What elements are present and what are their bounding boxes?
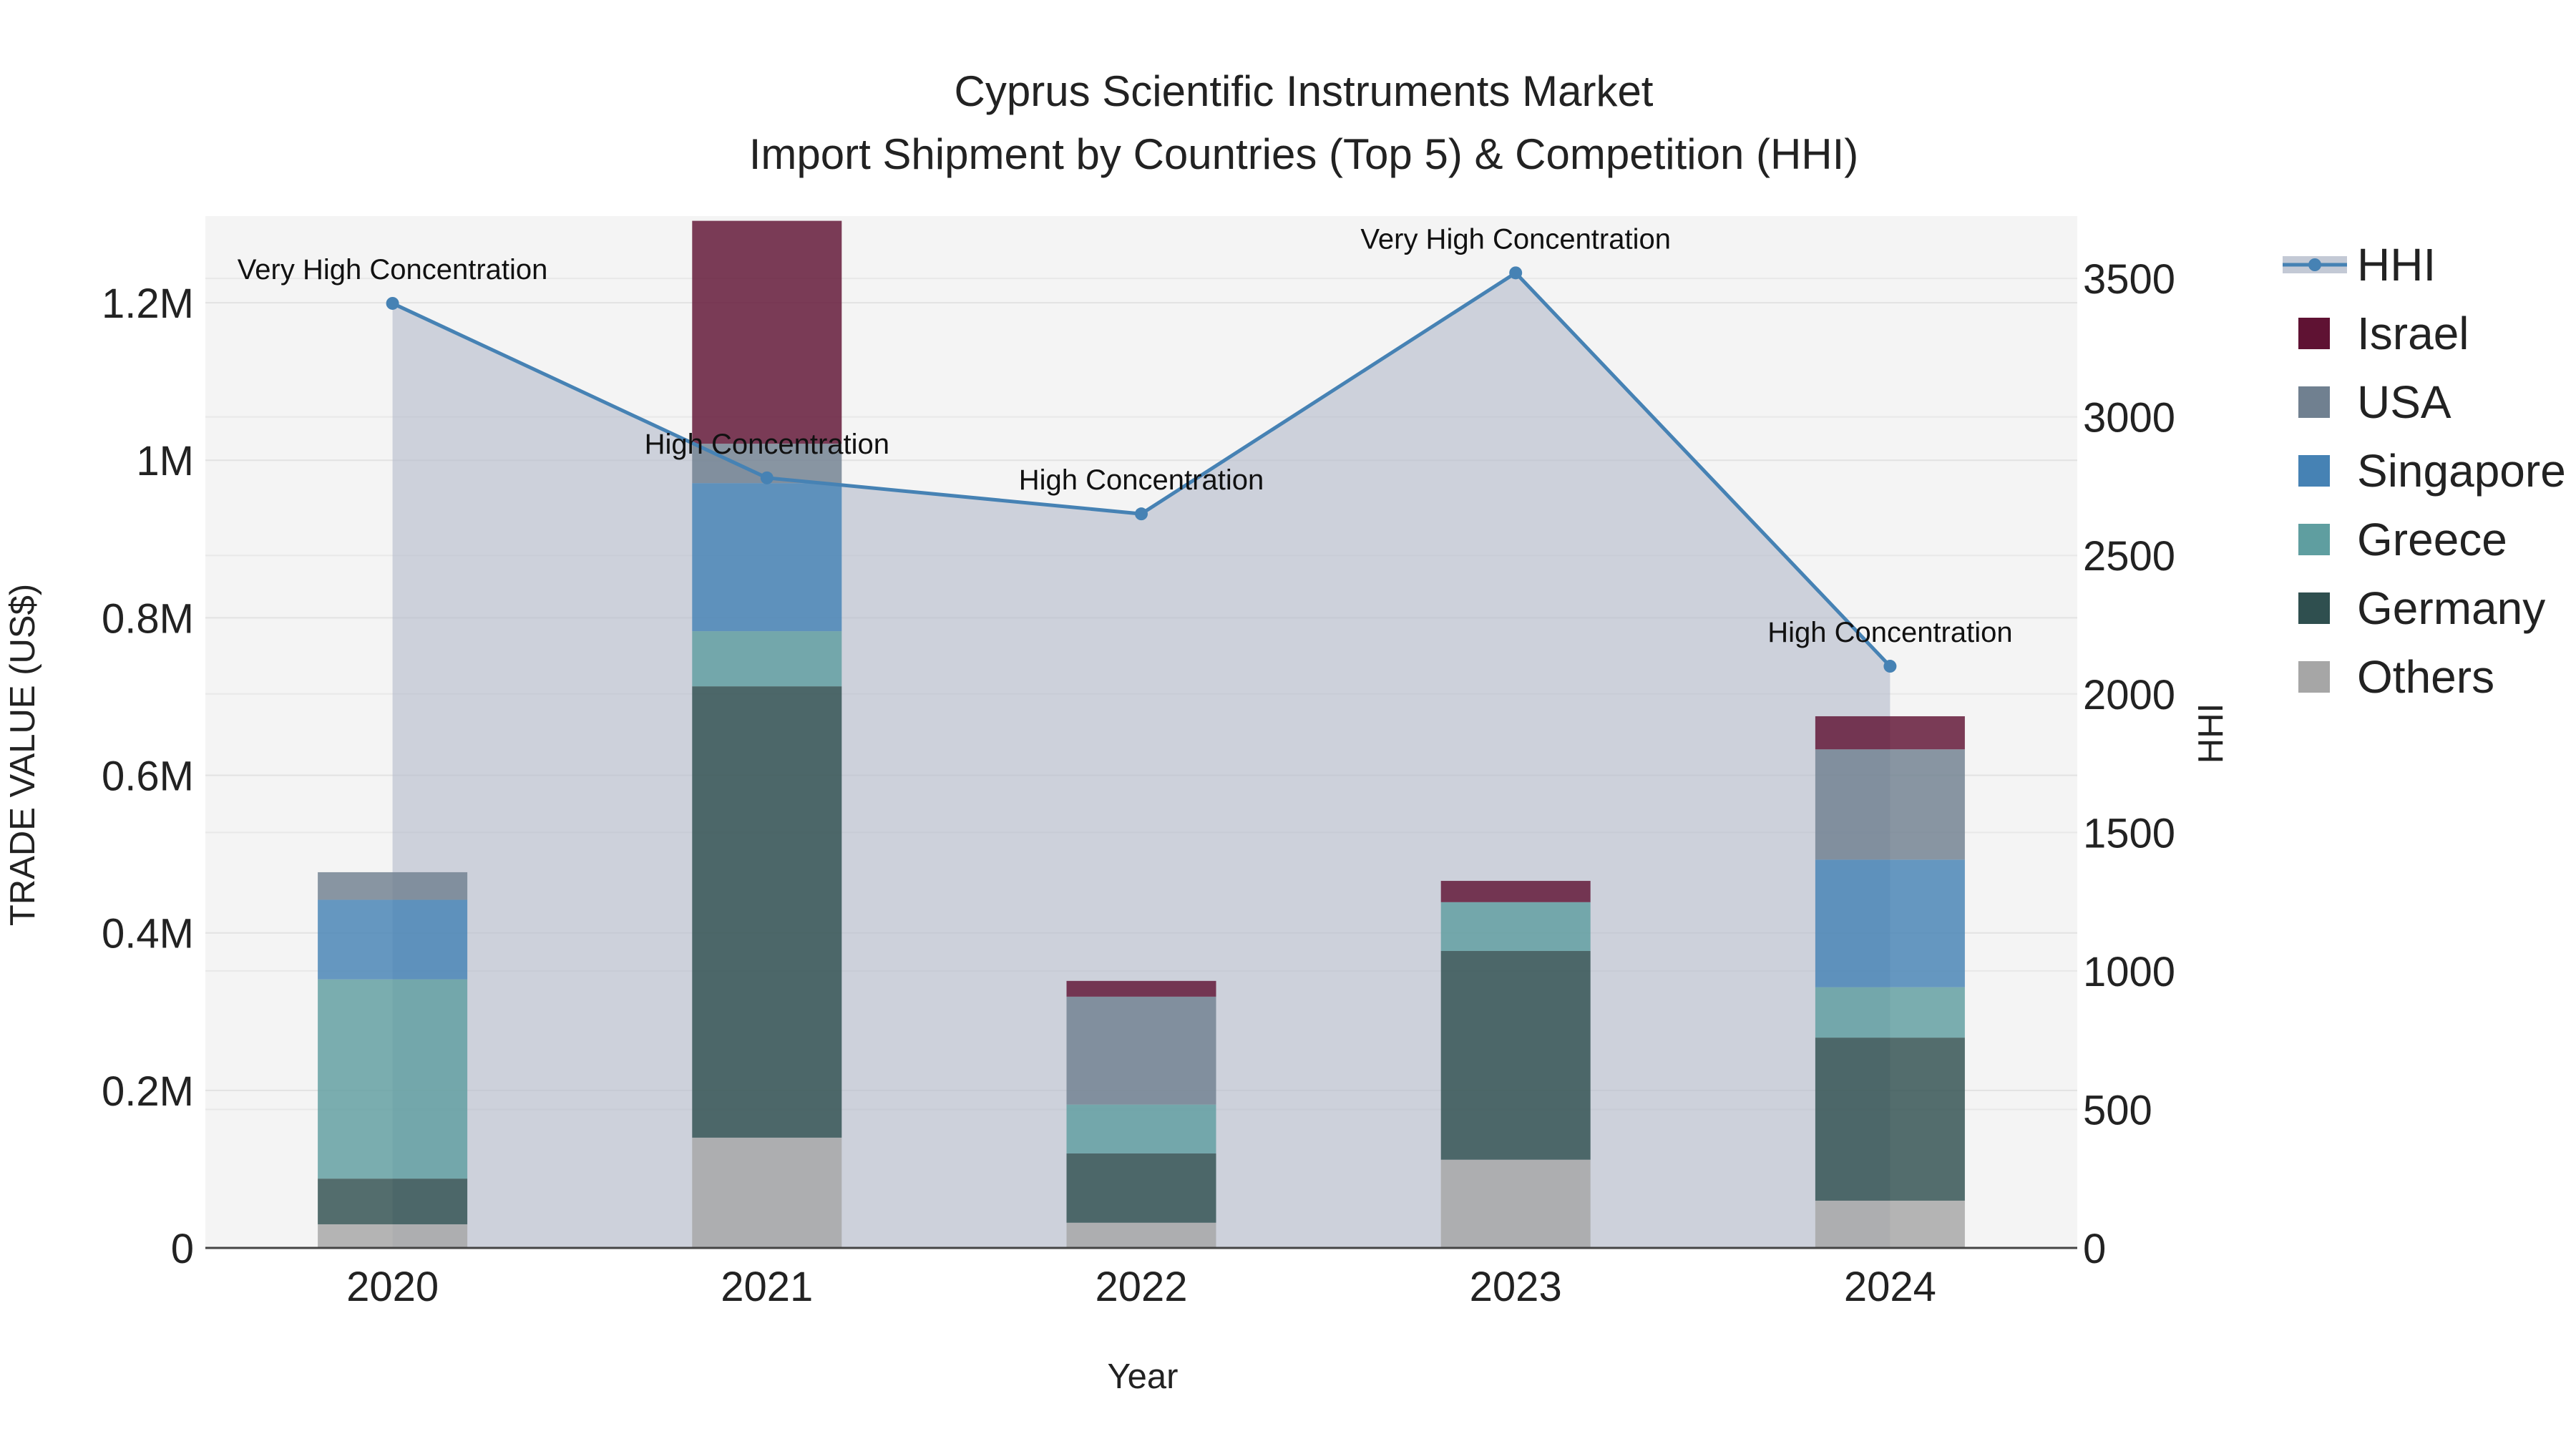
bars xyxy=(318,220,1965,1248)
hhi-point-2023 xyxy=(1509,266,1523,280)
bar-greece-2021 xyxy=(692,631,842,687)
legend: HHI Israel USA Singapore Greece Germany Others xyxy=(2283,239,2566,703)
y2-tick-label: 3000 xyxy=(2083,395,2175,441)
bar-germany-2021 xyxy=(692,686,842,1138)
legend-item-greece[interactable]: Greece xyxy=(2298,514,2507,565)
bar-usa-2022 xyxy=(1066,996,1216,1105)
hhi-annotation-2024: High Concentration xyxy=(1767,617,2012,648)
x-tick-label: 2020 xyxy=(346,1264,439,1310)
legend-swatch-greece xyxy=(2298,524,2330,555)
hhi-point-2020 xyxy=(386,296,399,310)
y2-tick-label: 500 xyxy=(2083,1087,2152,1133)
bar-usa-2020 xyxy=(318,872,468,900)
y-tick-label: 0 xyxy=(171,1226,194,1272)
y-tick-label: 0.8M xyxy=(102,595,194,642)
y-axis-label: TRADE VALUE (US$) xyxy=(4,584,42,926)
chart-subtitle: Import Shipment by Countries (Top 5) & C… xyxy=(749,130,1859,178)
bar-greece-2023 xyxy=(1440,902,1591,952)
y-tick-label: 1.2M xyxy=(102,280,194,327)
legend-item-israel[interactable]: Israel xyxy=(2298,308,2469,359)
legend-label-hhi: HHI xyxy=(2357,239,2436,291)
legend-swatch-germany xyxy=(2298,592,2330,624)
y2-tick-label: 0 xyxy=(2083,1226,2106,1272)
legend-swatch-others xyxy=(2298,661,2330,693)
y-tick-label: 0.6M xyxy=(102,753,194,800)
hhi-point-2021 xyxy=(760,471,774,484)
bar-germany-2022 xyxy=(1066,1153,1216,1223)
y-tick-label: 0.2M xyxy=(102,1068,194,1115)
legend-swatch-hhi-marker xyxy=(2308,258,2321,271)
legend-item-singapore[interactable]: Singapore xyxy=(2298,445,2566,497)
x-tick-label: 2021 xyxy=(721,1264,813,1310)
bar-greece-2020 xyxy=(318,979,468,1179)
hhi-annotation-2023: Very High Concentration xyxy=(1360,223,1671,255)
y2-tick-label: 2000 xyxy=(2083,672,2175,718)
bar-others-2021 xyxy=(692,1137,842,1248)
bar-israel-2022 xyxy=(1066,980,1216,997)
legend-label-israel: Israel xyxy=(2357,308,2469,359)
legend-label-germany: Germany xyxy=(2357,582,2545,634)
legend-item-hhi[interactable]: HHI xyxy=(2283,239,2436,291)
x-tick-label: 2022 xyxy=(1095,1264,1187,1310)
x-tick-label: 2023 xyxy=(1470,1264,1562,1310)
hhi-annotation-2020: Very High Concentration xyxy=(238,254,548,286)
y2-tick-label: 1000 xyxy=(2083,949,2175,995)
bar-israel-2023 xyxy=(1440,881,1591,902)
bar-israel-2021 xyxy=(692,220,842,444)
y2-axis-label: HHI xyxy=(2192,703,2230,763)
bar-greece-2022 xyxy=(1066,1104,1216,1153)
bar-israel-2024 xyxy=(1815,716,1965,750)
y2-tick-label: 1500 xyxy=(2083,810,2175,857)
hhi-line xyxy=(386,266,1897,673)
annotations: Very High Concentration High Concentratio… xyxy=(238,223,2013,648)
bar-others-2023 xyxy=(1440,1159,1591,1248)
bar-greece-2024 xyxy=(1815,987,1965,1038)
bar-others-2024 xyxy=(1815,1200,1965,1248)
legend-item-others[interactable]: Others xyxy=(2298,651,2494,703)
x-tick-label: 2024 xyxy=(1844,1264,1936,1310)
bar-others-2020 xyxy=(318,1224,468,1248)
bar-usa-2024 xyxy=(1815,749,1965,860)
bar-singapore-2024 xyxy=(1815,859,1965,987)
axes: 0 0.2M 0.4M 0.6M 0.8M 1M 1.2M 0 500 1000 1500 2000 2… xyxy=(102,256,2175,1310)
x-axis-label: Year xyxy=(1107,1357,1178,1396)
legend-swatch-singapore xyxy=(2298,455,2330,487)
y-tick-label: 0.4M xyxy=(102,911,194,957)
bar-others-2022 xyxy=(1066,1222,1216,1248)
legend-swatch-israel xyxy=(2298,318,2330,349)
bar-singapore-2021 xyxy=(692,483,842,632)
legend-label-greece: Greece xyxy=(2357,514,2507,565)
legend-label-singapore: Singapore xyxy=(2357,445,2566,497)
y2-tick-label: 2500 xyxy=(2083,533,2175,580)
legend-swatch-usa xyxy=(2298,386,2330,418)
y2-tick-label: 3500 xyxy=(2083,256,2175,303)
chart-title: Cyprus Scientific Instruments Market xyxy=(955,67,1654,115)
legend-item-germany[interactable]: Germany xyxy=(2298,582,2545,634)
legend-label-others: Others xyxy=(2357,651,2494,703)
bar-germany-2020 xyxy=(318,1179,468,1224)
hhi-annotation-2021: High Concentration xyxy=(645,429,889,460)
hhi-annotation-2022: High Concentration xyxy=(1019,464,1264,496)
hhi-point-2022 xyxy=(1135,507,1148,521)
bar-singapore-2020 xyxy=(318,899,468,980)
bar-germany-2024 xyxy=(1815,1038,1965,1201)
hhi-point-2024 xyxy=(1883,660,1897,673)
legend-label-usa: USA xyxy=(2357,376,2451,428)
bar-germany-2023 xyxy=(1440,951,1591,1160)
legend-item-usa[interactable]: USA xyxy=(2298,376,2451,428)
y-tick-label: 1M xyxy=(136,438,194,484)
